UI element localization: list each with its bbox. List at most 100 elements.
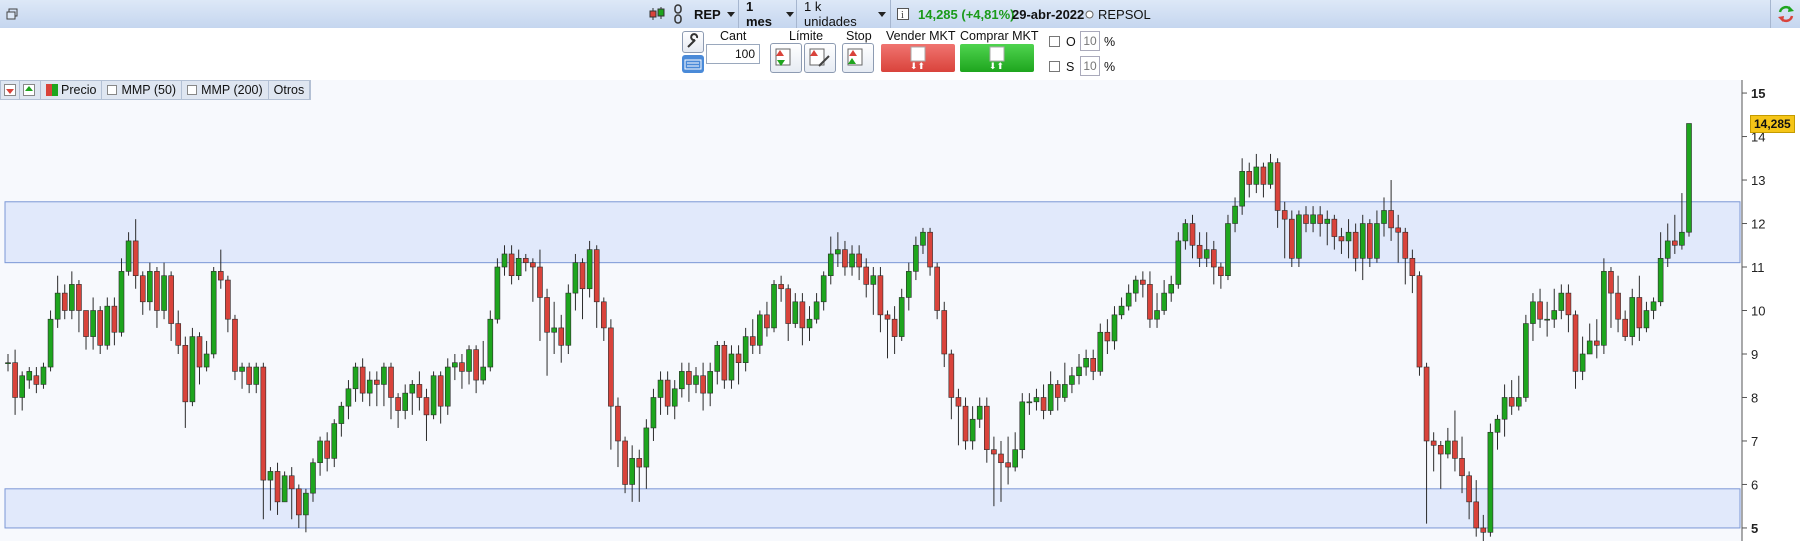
arrow-up-icon[interactable]: [20, 81, 41, 99]
candle-body: [395, 397, 401, 411]
chevron-down-icon: [878, 11, 886, 17]
candle-body: [12, 362, 18, 398]
candle-body: [296, 488, 302, 516]
candle-body: [863, 266, 870, 285]
candle-body: [629, 458, 635, 485]
candle-body: [111, 305, 118, 333]
candle-body: [657, 379, 664, 398]
candle-body: [1480, 527, 1487, 533]
candle-body: [1558, 292, 1565, 311]
candle-body: [54, 292, 61, 320]
y-tick-label: 11: [1751, 260, 1765, 275]
candlestick-type-icon[interactable]: [648, 0, 668, 28]
legend-precio[interactable]: Precio: [41, 81, 103, 99]
legend-otros[interactable]: Otros: [269, 81, 311, 99]
o-label: O: [1066, 35, 1076, 49]
candle-body: [1267, 162, 1274, 185]
candle-body: [352, 366, 359, 390]
window-restore-icon[interactable]: [6, 0, 26, 28]
last-price-tag: 14,285: [1750, 115, 1795, 133]
o-percent-input[interactable]: 10: [1080, 31, 1100, 51]
candle-body: [90, 310, 96, 337]
candle-body: [721, 344, 728, 381]
candle-body: [1246, 171, 1253, 185]
candle-body: [948, 353, 955, 398]
refresh-icon[interactable]: [1770, 0, 1800, 28]
candle-body: [5, 362, 11, 364]
candle-body: [1657, 258, 1664, 303]
candle-body: [1629, 297, 1636, 337]
candle-body: [742, 336, 749, 363]
o-checkbox[interactable]: [1049, 36, 1060, 47]
keyboard-icon[interactable]: [682, 55, 704, 73]
buy-mkt-button[interactable]: ⬇⬆: [960, 44, 1034, 72]
arrow-down-icon[interactable]: [1, 81, 20, 99]
candle-body: [1062, 384, 1068, 398]
candle-body: [1374, 223, 1380, 259]
candle-body: [1147, 284, 1153, 320]
candle-body: [168, 275, 174, 324]
info-icon[interactable]: i: [890, 0, 912, 28]
y-tick-label: 7: [1751, 434, 1758, 449]
limit-modify-button[interactable]: [804, 43, 836, 73]
svg-text:⬇⬆: ⬇⬆: [910, 61, 925, 71]
candle-body: [671, 388, 678, 407]
legend-mmp50[interactable]: MMP (50): [102, 81, 183, 99]
candle-body: [1175, 240, 1182, 285]
candle-body: [1296, 214, 1302, 259]
last-price: 14,285 (+4,81%): [918, 0, 1015, 28]
candle-body: [664, 379, 671, 407]
price-series-icon: [46, 84, 58, 96]
candle-body: [593, 249, 600, 303]
mmp50-checkbox[interactable]: [107, 85, 118, 95]
candle-body: [47, 318, 54, 368]
candle-body: [771, 284, 777, 329]
candle-body: [1090, 358, 1097, 372]
candle-body: [600, 301, 607, 329]
candle-body: [1551, 310, 1558, 320]
units-dropdown[interactable]: 1 k unidades: [796, 0, 886, 29]
candle-body: [537, 266, 543, 298]
candle-body: [161, 275, 167, 311]
candle-body: [735, 353, 742, 363]
quantity-input[interactable]: 100: [706, 44, 760, 64]
candle-body: [820, 275, 827, 303]
candle-body: [1274, 162, 1281, 211]
stop-button[interactable]: [842, 43, 874, 73]
s-checkbox[interactable]: [1049, 61, 1060, 72]
period-dropdown[interactable]: 1 mes: [738, 0, 794, 29]
last-price-value: 14,285: [918, 6, 958, 22]
limit-label: Límite: [789, 29, 824, 43]
candle-body: [1395, 227, 1401, 233]
candle-body: [1253, 166, 1260, 185]
y-tick-label: 8: [1751, 390, 1758, 405]
candle-body: [686, 371, 692, 385]
candle-body: [565, 292, 572, 346]
buy-mkt-label: Comprar MKT: [960, 29, 1039, 43]
sell-mkt-button[interactable]: ⬇⬆: [881, 44, 955, 72]
limit-sell-button[interactable]: [770, 43, 802, 73]
settings-wrench-icon[interactable]: [682, 31, 704, 53]
ticker-dropdown[interactable]: REP: [694, 0, 736, 28]
chevron-down-icon: [786, 11, 794, 17]
candle-body: [1005, 462, 1011, 468]
legend-mmp200-label: MMP (200): [201, 83, 263, 97]
candle-body: [955, 397, 962, 407]
legend-mmp200[interactable]: MMP (200): [182, 81, 269, 99]
link-chain-icon[interactable]: [672, 0, 686, 28]
stop-label: Stop: [846, 29, 872, 43]
s-percent-input[interactable]: 10: [1080, 56, 1100, 76]
candle-body: [324, 440, 330, 459]
candle-body: [189, 336, 196, 403]
candle-body: [267, 471, 274, 481]
mmp200-checkbox[interactable]: [187, 85, 198, 95]
candle-body: [1281, 210, 1288, 220]
candle-body: [530, 262, 536, 268]
candle-body: [217, 271, 224, 281]
candle-body: [239, 366, 245, 372]
candle-body: [551, 327, 557, 333]
candle-body: [998, 453, 1004, 464]
candle-body: [182, 344, 189, 403]
candle-body: [147, 271, 153, 303]
